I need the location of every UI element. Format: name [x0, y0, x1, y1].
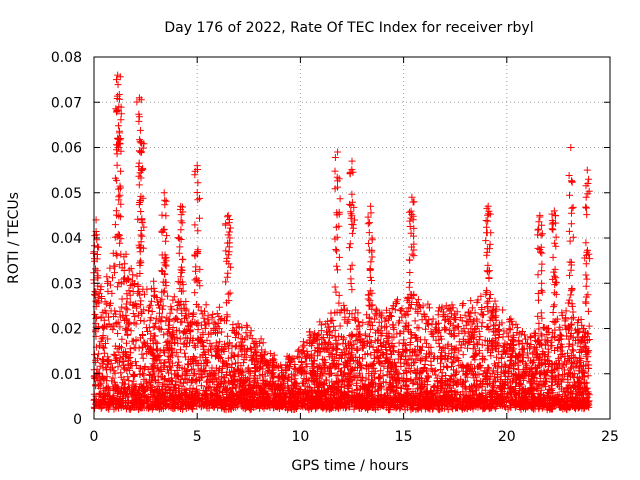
- y-tick-label: 0.05: [51, 186, 82, 202]
- x-tick-label: 15: [395, 429, 413, 445]
- x-tick-label: 5: [193, 429, 202, 445]
- roti-scatter-points: [90, 71, 594, 414]
- y-tick-label: 0: [73, 412, 82, 428]
- y-tick-label: 0.04: [51, 231, 82, 247]
- y-tick-labels: 0 0.01 0.02 0.03 0.04 0.05 0.06 0.07 0.08: [51, 50, 82, 428]
- x-tick-labels: 0 5 10 15 20 25: [90, 429, 619, 445]
- chart-title: Day 176 of 2022, Rate Of TEC Index for r…: [164, 20, 533, 36]
- grid-lines: [94, 57, 610, 419]
- y-tick-label: 0.06: [51, 141, 82, 157]
- x-tick-label: 0: [90, 429, 99, 445]
- y-tick-label: 0.07: [51, 95, 82, 111]
- x-axis-title: GPS time / hours: [291, 458, 408, 474]
- x-tick-label: 20: [498, 429, 516, 445]
- y-tick-label: 0.03: [51, 276, 82, 292]
- y-tick-label: 0.02: [51, 322, 82, 338]
- x-tick-label: 10: [291, 429, 309, 445]
- y-tick-label: 0.08: [51, 50, 82, 66]
- x-tick-label: 25: [601, 429, 619, 445]
- data-points: [90, 71, 594, 414]
- y-tick-label: 0.01: [51, 367, 82, 383]
- axis-ticks: [93, 56, 611, 420]
- y-axis-title: ROTI / TECUs: [6, 192, 22, 284]
